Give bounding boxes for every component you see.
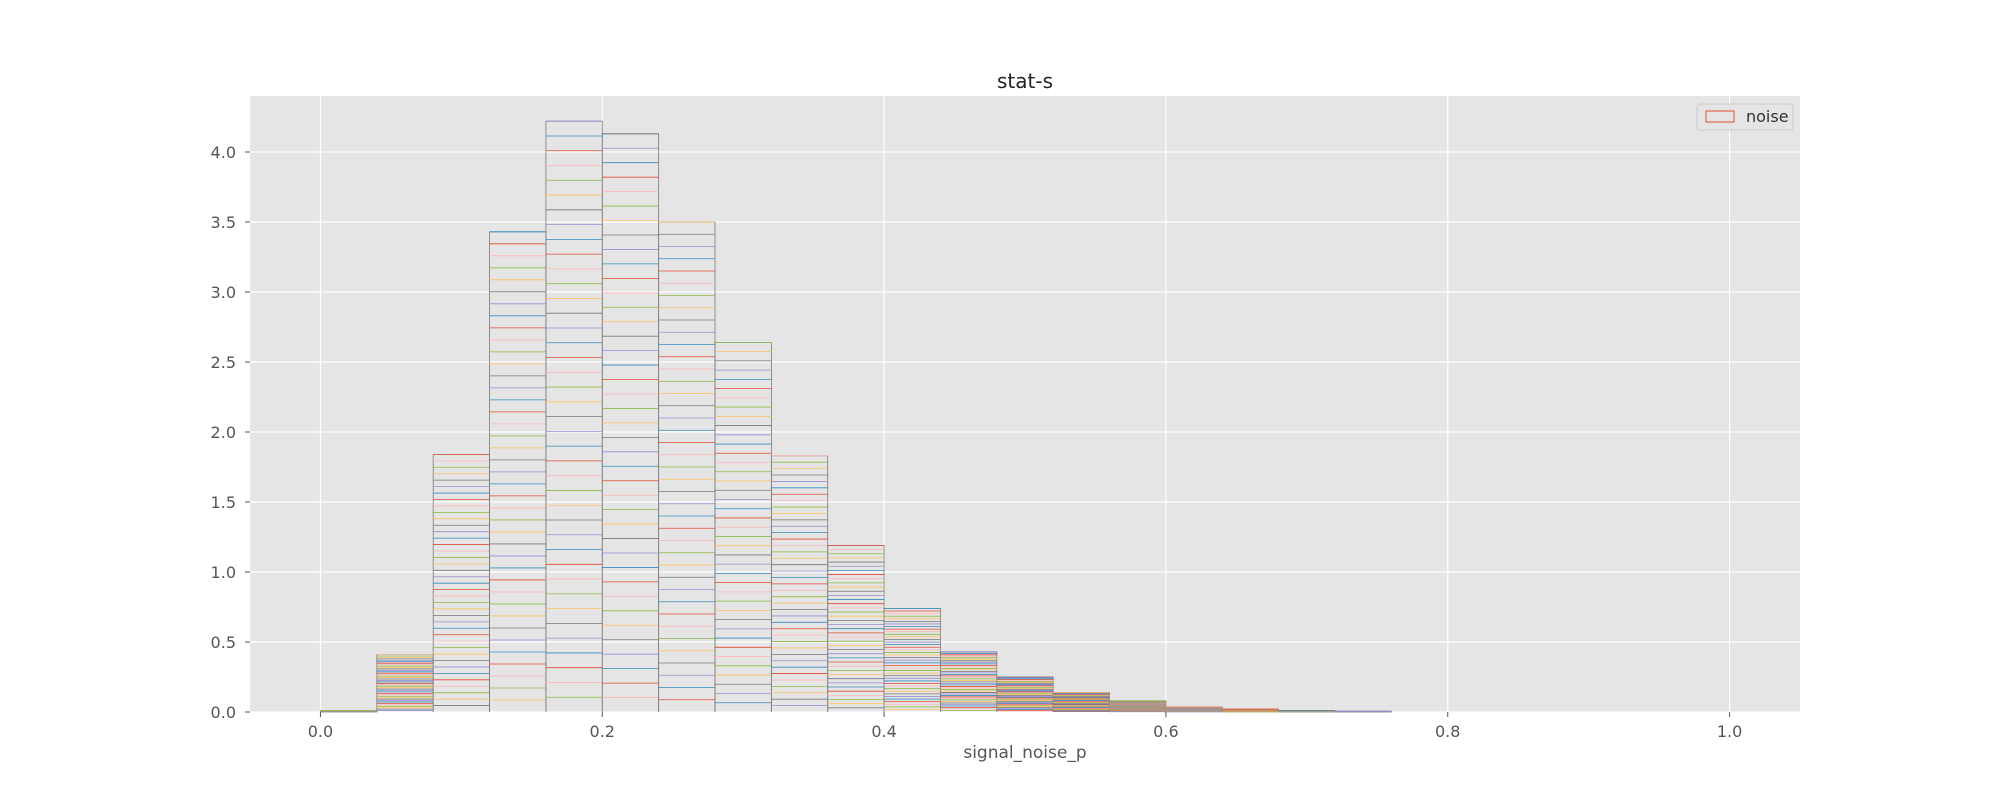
x-tick-label: 0.2 bbox=[590, 722, 615, 741]
histogram-bin bbox=[432, 453, 490, 712]
x-tick-label: 0.8 bbox=[1435, 722, 1460, 741]
x-tick-label: 1.0 bbox=[1717, 722, 1742, 741]
x-axis-label: signal_noise_p bbox=[963, 743, 1086, 763]
histogram-bin bbox=[1165, 706, 1223, 713]
y-tick-label: 1.5 bbox=[211, 493, 236, 512]
y-tick-label: 2.0 bbox=[211, 423, 236, 442]
y-tick-label: 2.5 bbox=[211, 353, 236, 372]
histogram-bin bbox=[770, 455, 829, 712]
y-axis-ticks: 0.0 0.5 1.0 1.5 2.0 2.5 3.0 3.5 4.0 bbox=[211, 143, 250, 722]
y-tick-label: 3.0 bbox=[211, 283, 236, 302]
y-tick-label: 0.5 bbox=[211, 633, 236, 652]
histogram-bin bbox=[940, 651, 998, 712]
histogram-bin bbox=[601, 133, 660, 712]
histogram-bars bbox=[320, 120, 1392, 713]
legend-patch-noise bbox=[1705, 110, 1735, 123]
plot-background bbox=[250, 96, 1800, 712]
histogram-bin bbox=[1109, 700, 1167, 713]
histogram-bin bbox=[1052, 692, 1110, 712]
histogram-bin bbox=[658, 221, 716, 712]
x-tick-label: 0.0 bbox=[308, 722, 333, 741]
y-tick-label: 3.5 bbox=[211, 213, 236, 232]
grid-lines bbox=[250, 96, 1800, 713]
chart-title: stat-s bbox=[997, 69, 1053, 93]
histogram-bin bbox=[376, 654, 434, 712]
histogram-bin bbox=[827, 545, 885, 712]
y-tick-label: 0.0 bbox=[211, 703, 236, 722]
histogram-bin bbox=[320, 710, 378, 713]
x-tick-label: 0.6 bbox=[1153, 722, 1178, 741]
histogram-bin bbox=[1334, 710, 1392, 713]
histogram-bin bbox=[996, 676, 1054, 712]
y-tick-label: 4.0 bbox=[211, 143, 236, 162]
histogram-bin bbox=[1278, 710, 1336, 713]
histogram-bin bbox=[489, 231, 547, 712]
histogram-bin bbox=[883, 608, 941, 712]
legend-label-noise: noise bbox=[1746, 107, 1789, 126]
x-tick-label: 0.4 bbox=[871, 722, 896, 741]
histogram-bin bbox=[1221, 708, 1280, 713]
histogram-bin bbox=[545, 120, 603, 712]
x-axis-ticks: 0.0 0.2 0.4 0.6 0.8 1.0 bbox=[308, 712, 1742, 741]
legend: noise bbox=[1696, 103, 1794, 131]
y-tick-label: 1.0 bbox=[211, 563, 236, 582]
histogram-bin bbox=[714, 341, 772, 712]
